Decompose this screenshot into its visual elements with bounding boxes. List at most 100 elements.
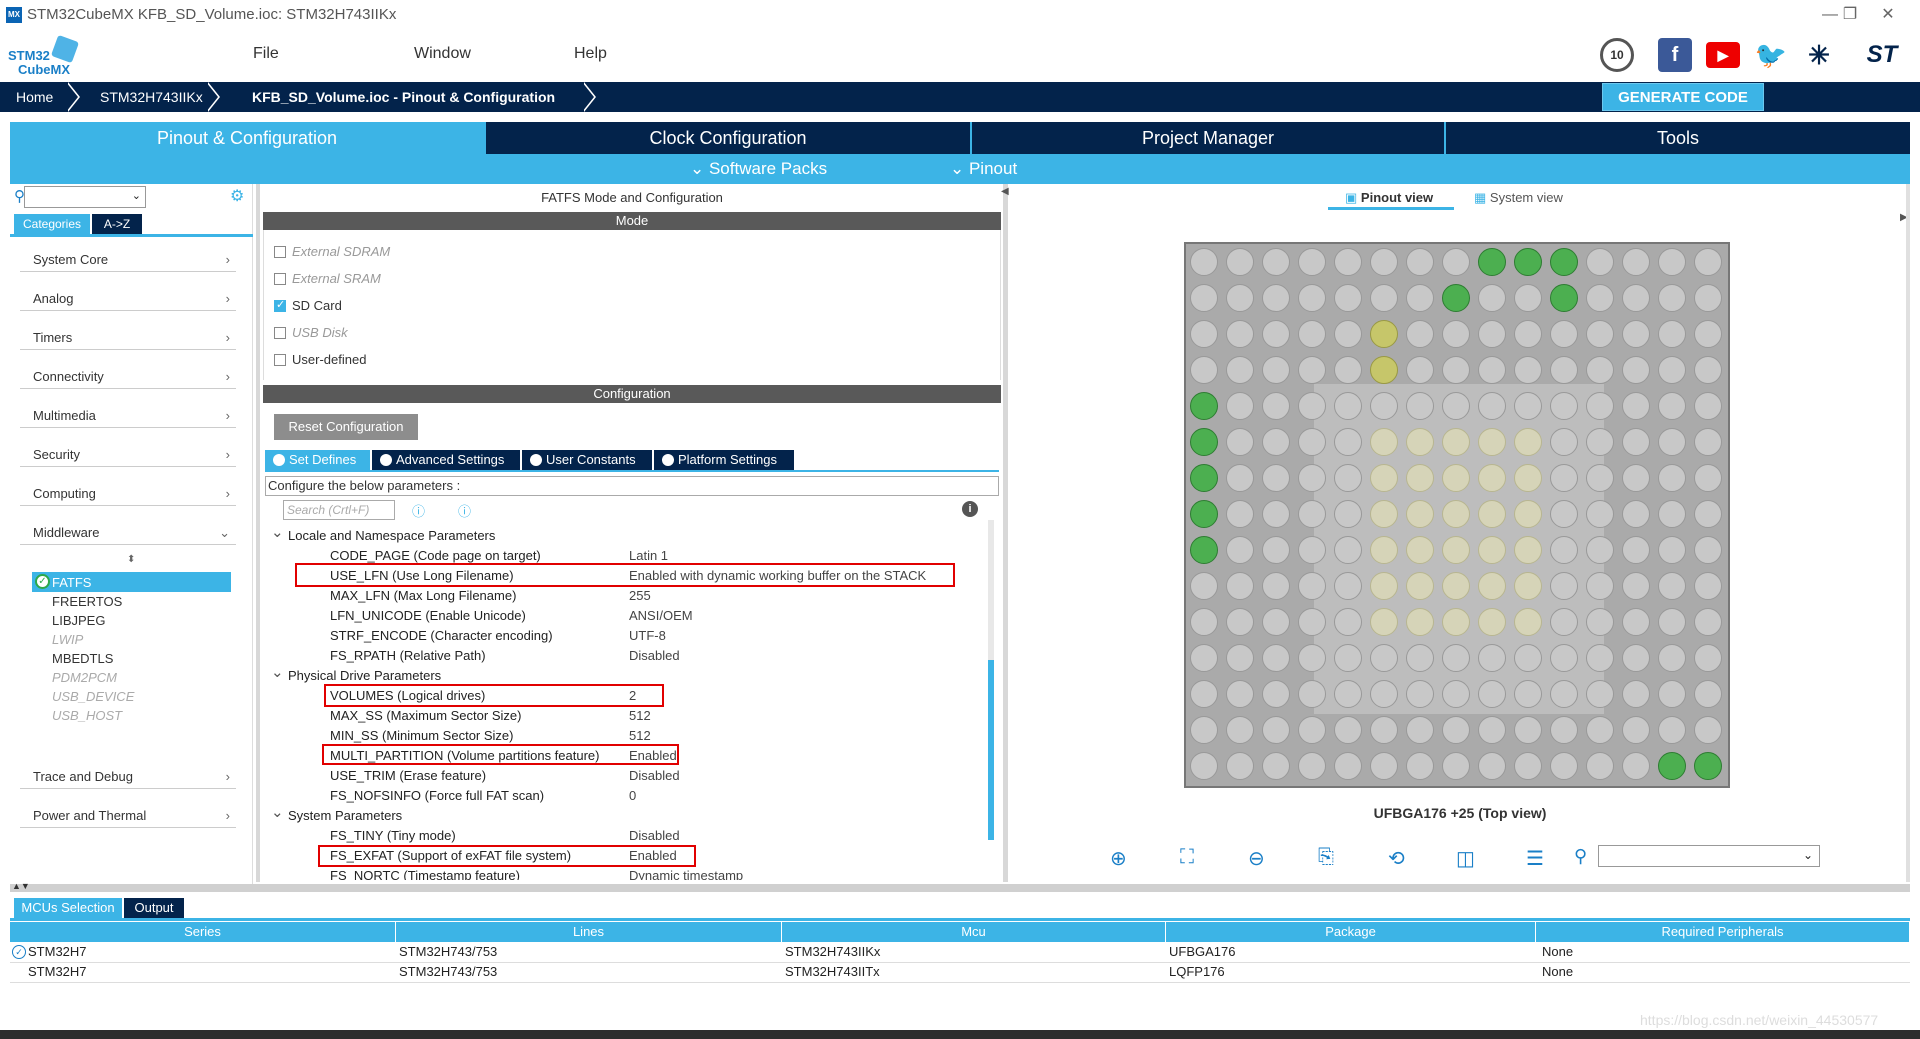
table-cell[interactable]: STM32H743IIKx bbox=[785, 944, 881, 959]
gear-icon[interactable]: ⚙ bbox=[230, 188, 245, 205]
pin[interactable] bbox=[1190, 644, 1218, 672]
category-power-and-thermal[interactable]: Power and Thermal › bbox=[20, 804, 236, 828]
column-required-peripherals[interactable]: Required Peripherals bbox=[1536, 922, 1910, 942]
pin[interactable] bbox=[1478, 392, 1506, 420]
pin[interactable] bbox=[1406, 572, 1434, 600]
pin[interactable] bbox=[1442, 644, 1470, 672]
mid-splitter[interactable] bbox=[1003, 184, 1008, 882]
pin[interactable] bbox=[1334, 392, 1362, 420]
pin[interactable] bbox=[1586, 716, 1614, 744]
close-button[interactable]: ✕ bbox=[1881, 6, 1895, 23]
pin[interactable] bbox=[1442, 680, 1470, 708]
pin[interactable] bbox=[1514, 320, 1542, 348]
pin[interactable] bbox=[1298, 608, 1326, 636]
pin[interactable] bbox=[1658, 356, 1686, 384]
pin[interactable] bbox=[1658, 680, 1686, 708]
pin[interactable] bbox=[1262, 644, 1290, 672]
pin[interactable] bbox=[1478, 464, 1506, 492]
pin[interactable] bbox=[1658, 716, 1686, 744]
table-cell[interactable]: None bbox=[1542, 964, 1574, 979]
pin[interactable] bbox=[1190, 608, 1218, 636]
menu-file[interactable]: File bbox=[253, 45, 279, 62]
pin[interactable] bbox=[1622, 392, 1650, 420]
param-value[interactable]: 0 bbox=[629, 788, 637, 803]
pin[interactable] bbox=[1550, 644, 1578, 672]
middleware-libjpeg[interactable]: LIBJPEG bbox=[52, 613, 106, 628]
pin[interactable] bbox=[1514, 716, 1542, 744]
pin[interactable] bbox=[1658, 248, 1686, 276]
pin[interactable] bbox=[1550, 572, 1578, 600]
group-system-parameters[interactable]: System Parameters bbox=[271, 803, 402, 823]
pin[interactable] bbox=[1334, 464, 1362, 492]
pin[interactable] bbox=[1586, 500, 1614, 528]
pin[interactable] bbox=[1478, 284, 1506, 312]
pin[interactable] bbox=[1298, 392, 1326, 420]
pin[interactable] bbox=[1586, 284, 1614, 312]
pin[interactable] bbox=[1298, 680, 1326, 708]
pin[interactable] bbox=[1586, 644, 1614, 672]
pin[interactable] bbox=[1658, 320, 1686, 348]
pin[interactable] bbox=[1334, 716, 1362, 744]
pin[interactable] bbox=[1298, 356, 1326, 384]
checkbox[interactable] bbox=[274, 298, 286, 312]
pin[interactable] bbox=[1298, 320, 1326, 348]
pin[interactable] bbox=[1406, 320, 1434, 348]
pin[interactable] bbox=[1406, 608, 1434, 636]
param-value[interactable]: Enabled bbox=[629, 748, 677, 763]
left-splitter[interactable] bbox=[256, 184, 260, 882]
pin[interactable] bbox=[1478, 320, 1506, 348]
breadcrumb-mcu[interactable]: STM32H743IIKx bbox=[100, 89, 203, 105]
group-locale-namespace[interactable]: Locale and Namespace Parameters bbox=[271, 523, 495, 543]
pin[interactable] bbox=[1658, 464, 1686, 492]
pin[interactable] bbox=[1478, 752, 1506, 780]
pin[interactable] bbox=[1658, 284, 1686, 312]
pin[interactable] bbox=[1514, 356, 1542, 384]
bottom-splitter[interactable]: ▲▼ bbox=[10, 881, 1910, 892]
pin[interactable] bbox=[1406, 500, 1434, 528]
pin[interactable] bbox=[1478, 680, 1506, 708]
anniversary-icon[interactable]: 10 bbox=[1600, 38, 1634, 72]
table-cell[interactable]: STM32H7 bbox=[28, 964, 87, 979]
pin[interactable] bbox=[1514, 572, 1542, 600]
fit-icon[interactable]: ⛶ bbox=[1180, 846, 1194, 868]
pin[interactable] bbox=[1442, 500, 1470, 528]
table-cell[interactable]: UFBGA176 bbox=[1169, 944, 1236, 959]
table-cell[interactable]: None bbox=[1542, 944, 1574, 959]
breadcrumb-home[interactable]: Home bbox=[16, 89, 54, 105]
pin[interactable] bbox=[1550, 752, 1578, 780]
pin[interactable] bbox=[1442, 284, 1470, 312]
tab-a-z[interactable]: A->Z bbox=[92, 214, 142, 234]
pin[interactable] bbox=[1262, 680, 1290, 708]
pin[interactable] bbox=[1550, 716, 1578, 744]
param-value[interactable]: Disabled bbox=[629, 768, 680, 783]
middleware-freertos[interactable]: FREERTOS bbox=[52, 594, 123, 609]
category-trace-and-debug[interactable]: Trace and Debug › bbox=[20, 765, 236, 789]
parameters-scrollbar[interactable] bbox=[988, 520, 994, 840]
pin[interactable] bbox=[1226, 536, 1254, 564]
pin[interactable] bbox=[1478, 428, 1506, 456]
pin[interactable] bbox=[1262, 248, 1290, 276]
pin[interactable] bbox=[1694, 392, 1722, 420]
pin[interactable] bbox=[1334, 680, 1362, 708]
pin[interactable] bbox=[1406, 716, 1434, 744]
restore-button[interactable]: ❐ bbox=[1842, 6, 1858, 23]
pin[interactable] bbox=[1694, 716, 1722, 744]
pin[interactable] bbox=[1586, 608, 1614, 636]
pin[interactable] bbox=[1370, 356, 1398, 384]
column-lines[interactable]: Lines bbox=[396, 922, 782, 942]
pin[interactable] bbox=[1622, 428, 1650, 456]
param-value[interactable]: ANSI/OEM bbox=[629, 608, 693, 623]
pin[interactable] bbox=[1622, 284, 1650, 312]
pin[interactable] bbox=[1514, 392, 1542, 420]
pin[interactable] bbox=[1406, 392, 1434, 420]
pin-search-select[interactable]: ⌄ bbox=[1598, 845, 1820, 867]
pin[interactable] bbox=[1658, 392, 1686, 420]
pin[interactable] bbox=[1370, 320, 1398, 348]
param-value[interactable]: 512 bbox=[629, 708, 651, 723]
tab-pinout-configuration[interactable]: Pinout & Configuration bbox=[156, 128, 338, 148]
pin[interactable] bbox=[1622, 248, 1650, 276]
pin[interactable] bbox=[1586, 320, 1614, 348]
param-value[interactable]: Latin 1 bbox=[629, 548, 669, 563]
pin[interactable] bbox=[1190, 284, 1218, 312]
pin[interactable] bbox=[1550, 392, 1578, 420]
